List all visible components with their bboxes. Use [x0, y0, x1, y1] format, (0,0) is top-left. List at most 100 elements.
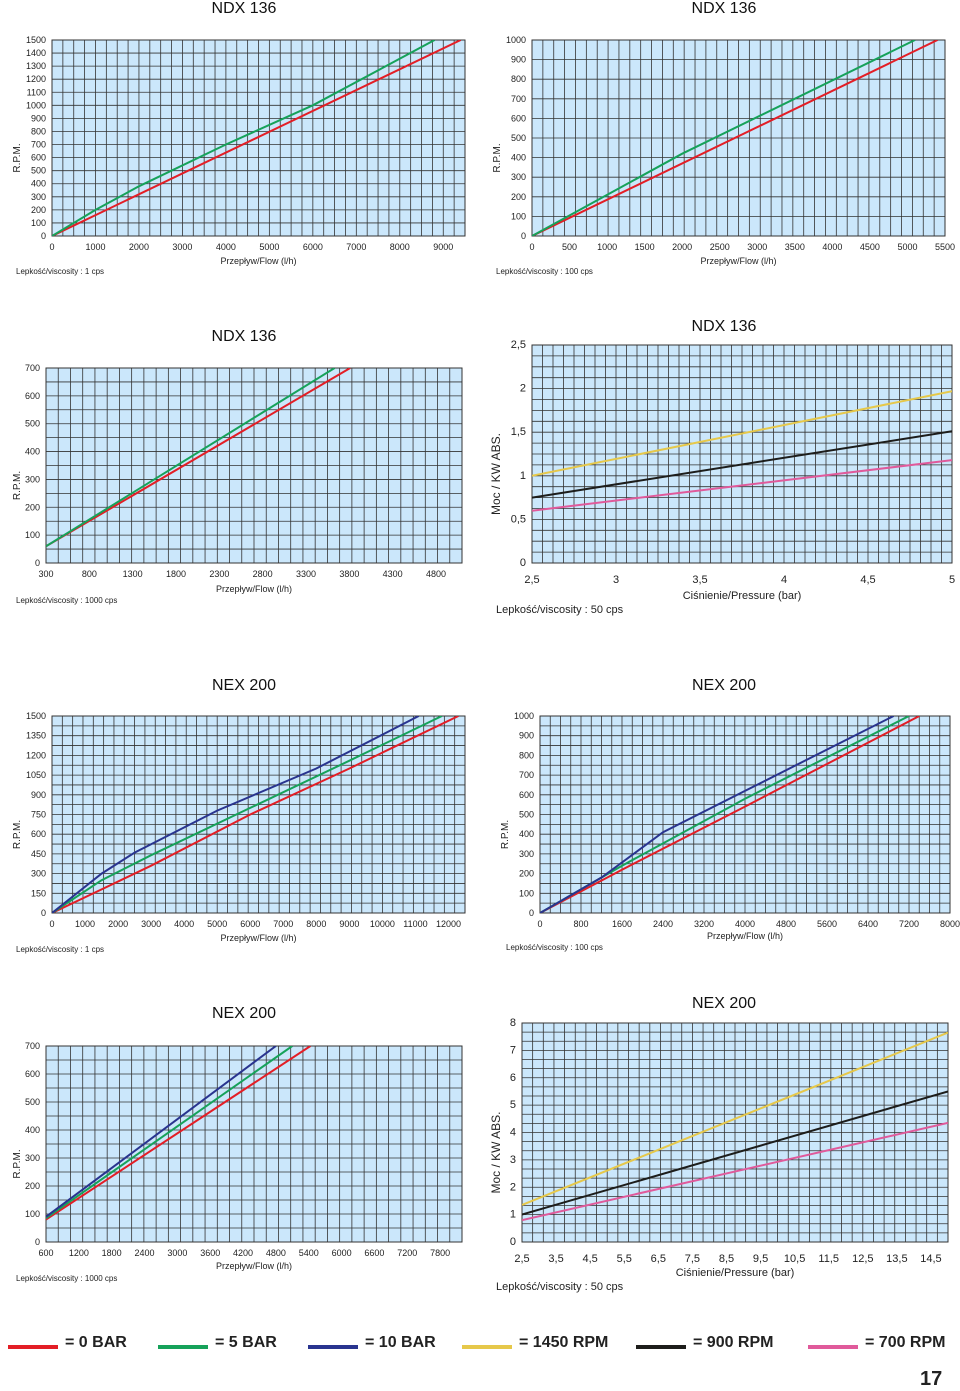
x-tick-label: 1300 [123, 569, 143, 579]
y-tick-label: 300 [31, 192, 46, 202]
x-tick-label: 2300 [209, 569, 229, 579]
x-tick-label: 600 [38, 1248, 53, 1258]
series-line-5-bar [532, 40, 916, 236]
y-tick-label: 100 [519, 888, 534, 898]
y-tick-label: 1500 [26, 35, 46, 45]
x-tick-label: 5000 [259, 242, 279, 252]
y-tick-label: 100 [511, 211, 526, 221]
y-axis-label: R.P.M. [12, 820, 23, 849]
x-tick-label: 3000 [141, 919, 161, 929]
legend-label: = 10 BAR [365, 1334, 436, 1351]
x-axis-label: Przepływ/Flow (l/h) [216, 584, 292, 594]
x-axis-label: Przepływ/Flow (l/h) [216, 1261, 292, 1271]
x-tick-label: 3600 [200, 1248, 220, 1258]
y-tick-label: 300 [519, 849, 534, 859]
x-tick-label: 300 [38, 569, 53, 579]
y-tick-label: 5 [510, 1099, 516, 1111]
y-tick-label: 800 [511, 74, 526, 84]
series-line-0-bar [52, 40, 462, 236]
series-line-1450-rpm [522, 1031, 948, 1206]
x-tick-label: 12000 [436, 919, 461, 929]
x-axis-label: Przepływ/Flow (l/h) [220, 256, 296, 266]
viscosity-note: Lepkość/viscosity : 1000 cps [16, 1274, 117, 1283]
series-line-0-bar [532, 40, 938, 236]
x-tick-label: 8000 [306, 919, 326, 929]
y-tick-label: 0 [521, 231, 526, 241]
x-tick-label: 4800 [266, 1248, 286, 1258]
x-tick-label: 2,5 [524, 574, 539, 586]
x-tick-label: 2400 [135, 1248, 155, 1258]
y-tick-label: 0 [520, 557, 526, 569]
chart-8: 2,5 3,5 4,5 5,5 6,5 7,5 8,5 9,5 10,5 11,5 12,5 13,5… [489, 995, 949, 1293]
legend-line-700-rpm [808, 1345, 858, 1349]
y-tick-label: 400 [31, 179, 46, 189]
series-line-5-bar [52, 716, 443, 913]
y-tick-label: 100 [31, 218, 46, 228]
x-tick-label: 8000 [390, 242, 410, 252]
y-tick-label: 0,5 [511, 513, 526, 525]
y-tick-label: 300 [25, 1153, 40, 1163]
legend-line-900-rpm [636, 1345, 686, 1349]
series-line-5-bar [46, 1046, 293, 1220]
page-number: 17 [920, 1368, 943, 1390]
y-tick-label: 450 [31, 849, 46, 859]
y-tick-label: 400 [519, 829, 534, 839]
y-tick-label: 0 [35, 558, 40, 568]
x-tick-label: 1800 [102, 1248, 122, 1258]
x-tick-label: 1000 [75, 919, 95, 929]
y-tick-label: 2 [510, 1181, 516, 1193]
x-tick-label: 2800 [253, 569, 273, 579]
y-axis-label: R.P.M. [12, 143, 23, 172]
y-tick-label: 1400 [26, 48, 46, 58]
x-axis-label: Przepływ/Flow (l/h) [707, 931, 783, 941]
x-tick-label: 7800 [430, 1248, 450, 1258]
y-tick-label: 200 [31, 205, 46, 215]
y-tick-label: 750 [31, 810, 46, 820]
x-tick-label: 500 [562, 242, 577, 252]
x-tick-label: 6000 [240, 919, 260, 929]
y-tick-label: 1200 [26, 750, 46, 760]
y-tick-label: 600 [31, 829, 46, 839]
x-axis-label: Ciśnienie/Pressure (bar) [683, 590, 802, 602]
x-tick-label: 3,5 [548, 1253, 563, 1265]
legend-line-1450-rpm [462, 1345, 512, 1349]
y-tick-label: 1000 [514, 711, 534, 721]
x-tick-label: 7200 [899, 919, 919, 929]
chart-title: NDX 136 [692, 0, 757, 17]
y-tick-label: 100 [25, 530, 40, 540]
x-tick-label: 3000 [172, 242, 192, 252]
x-tick-label: 1000 [597, 242, 617, 252]
y-tick-label: 500 [25, 419, 40, 429]
chart-5: 0 1000 2000 3000 4000 5000 6000 7000 8000 9000 100… [12, 677, 466, 954]
x-tick-label: 5 [949, 574, 955, 586]
x-tick-label: 0 [49, 919, 54, 929]
y-tick-label: 700 [25, 363, 40, 373]
x-tick-label: 5600 [817, 919, 837, 929]
y-tick-label: 7 [510, 1044, 516, 1056]
series-line-5-bar [52, 40, 436, 236]
y-tick-label: 600 [25, 391, 40, 401]
x-tick-label: 6000 [332, 1248, 352, 1258]
chart-title: NEX 200 [692, 995, 756, 1012]
y-tick-label: 900 [31, 790, 46, 800]
x-tick-label: 14,5 [920, 1253, 941, 1265]
y-tick-label: 2,5 [511, 339, 526, 351]
x-tick-label: 4800 [776, 919, 796, 929]
chart-7: 600 1200 1800 2400 3000 3600 4200 4800 5400 6000 6… [12, 1005, 463, 1283]
x-tick-label: 4000 [822, 242, 842, 252]
x-tick-label: 6600 [364, 1248, 384, 1258]
y-tick-label: 700 [519, 770, 534, 780]
x-tick-label: 6400 [858, 919, 878, 929]
chart-3: 300 800 1300 1800 2300 2800 3300 3800 4300 4800 0 1… [12, 328, 463, 605]
y-tick-label: 2 [520, 383, 526, 395]
x-tick-label: 9000 [433, 242, 453, 252]
y-tick-label: 1 [510, 1209, 516, 1221]
x-tick-label: 5000 [207, 919, 227, 929]
y-axis-label: R.P.M. [12, 471, 23, 500]
x-tick-label: 1800 [166, 569, 186, 579]
x-tick-label: 7200 [397, 1248, 417, 1258]
viscosity-note: Lepkość/viscosity : 1 cps [16, 267, 104, 276]
x-tick-label: 4500 [860, 242, 880, 252]
x-tick-label: 0 [49, 242, 54, 252]
y-tick-label: 800 [31, 126, 46, 136]
